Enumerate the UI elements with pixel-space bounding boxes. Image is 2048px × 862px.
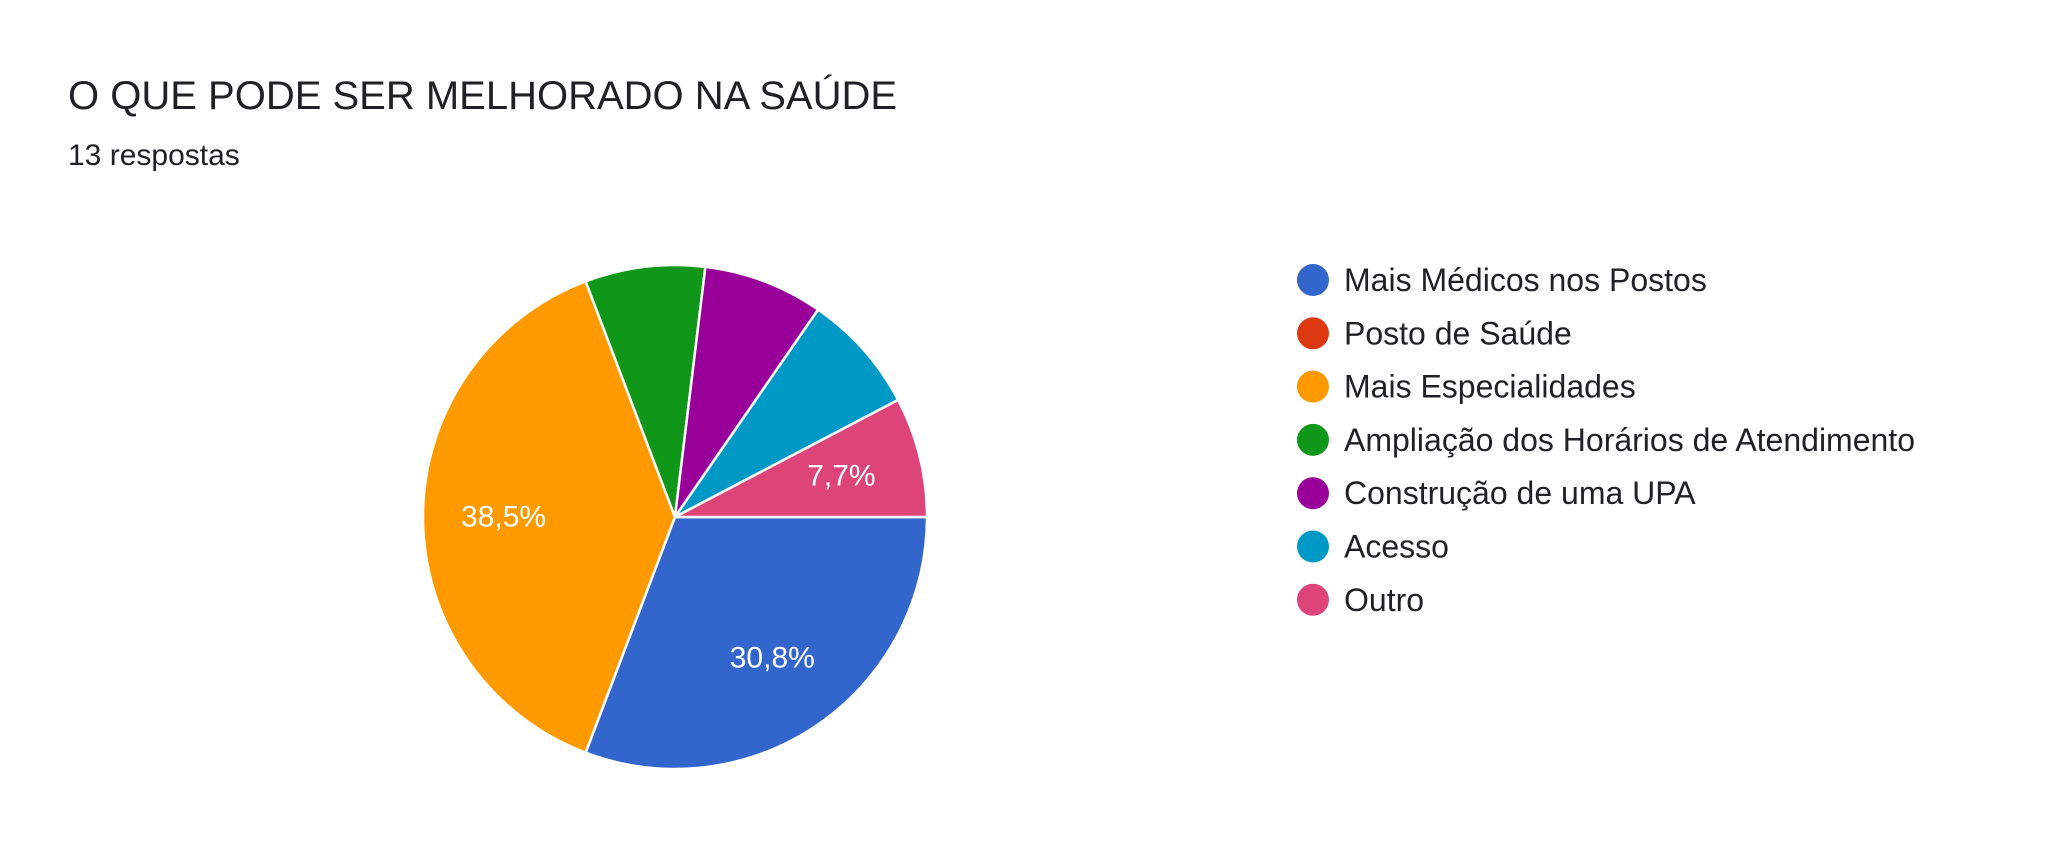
legend-item-acesso: Acesso <box>1297 529 1449 565</box>
chart-title: O QUE PODE SER MELHORADO NA SAÚDE <box>68 74 898 118</box>
legend-swatch-acesso <box>1297 530 1329 563</box>
legend-item-posto-de-saude: Posto de Saúde <box>1297 315 1572 351</box>
legend-item-outro: Outro <box>1297 582 1424 618</box>
legend-item-mais-especialidades: Mais Especialidades <box>1297 369 1636 405</box>
legend-item-mais-medicos-nos-postos: Mais Médicos nos Postos <box>1297 262 1707 298</box>
pie-slices <box>421 263 929 771</box>
legend-swatch-mais-especialidades <box>1297 370 1329 403</box>
legend-swatch-outro <box>1297 583 1329 616</box>
legend-item-ampliacao-dos-horarios-de-atendimento: Ampliação dos Horários de Atendimento <box>1297 422 1915 458</box>
pie-slice-acesso <box>673 308 900 519</box>
pie-slice-ampliacao-dos-horarios-de-atendimento <box>584 263 707 519</box>
legend-label-outro: Outro <box>1344 582 1424 618</box>
slice-label-outro: 7,7% <box>807 460 875 493</box>
legend-swatch-mais-medicos-nos-postos <box>1297 264 1329 296</box>
legend-label-posto-de-saude: Posto de Saúde <box>1344 315 1572 351</box>
legend-swatch-posto-de-saude <box>1297 317 1329 350</box>
slice-label-mais-especialidades: 38,5% <box>461 501 546 534</box>
legend-swatch-construcao-de-uma-upa <box>1297 477 1329 510</box>
legend-label-acesso: Acesso <box>1344 529 1449 565</box>
pie-slice-outro <box>673 398 929 519</box>
pie-slice-mais-especialidades <box>421 280 677 754</box>
legend: Mais Médicos nos Postos Posto de Saúde Mai… <box>1297 262 1915 618</box>
legend-label-mais-especialidades: Mais Especialidades <box>1344 369 1636 405</box>
legend-item-construcao-de-uma-upa: Construção de uma UPA <box>1297 475 1696 511</box>
legend-label-construcao-de-uma-upa: Construção de uma UPA <box>1344 475 1696 511</box>
legend-label-mais-medicos-nos-postos: Mais Médicos nos Postos <box>1344 262 1707 298</box>
legend-label-ampliacao-dos-horarios-de-atendimento: Ampliação dos Horários de Atendimento <box>1344 422 1915 458</box>
slice-label-mais-medicos-nos-postos: 30,8% <box>730 642 815 675</box>
pie-slice-construcao-de-uma-upa <box>673 265 820 519</box>
pie-slice-mais-medicos-nos-postos <box>584 515 929 771</box>
legend-swatch-ampliacao-dos-horarios-de-atendimento <box>1297 423 1329 456</box>
pie-slice-labels: 30,8% 38,5% 7,7% <box>461 460 876 675</box>
response-count: 13 respostas <box>68 139 240 172</box>
